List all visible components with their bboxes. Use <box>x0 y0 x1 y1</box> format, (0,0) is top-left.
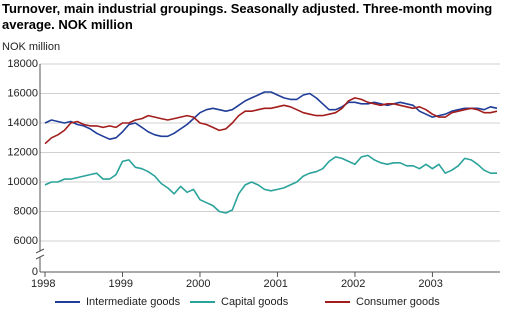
axis-break <box>35 248 45 260</box>
y-tick-label: 8000 <box>14 205 38 217</box>
x-tick-label: 2000 <box>186 278 210 290</box>
y-tick-label: 6000 <box>14 235 38 247</box>
chart-title: Turnover, main industrial groupings. Sea… <box>2 1 493 32</box>
x-tick-label: 2003 <box>418 278 442 290</box>
y-tick-label: 12000 <box>7 146 38 158</box>
legend-label: Intermediate goods <box>86 296 181 308</box>
y-tick-label: 14000 <box>7 117 38 129</box>
y-tick-label: 0 <box>32 266 38 278</box>
y-axis-label: NOK million <box>2 41 60 53</box>
x-tick-label: 2002 <box>341 278 365 290</box>
x-tick-label: 1998 <box>31 278 55 290</box>
series-line <box>44 97 498 145</box>
y-tick-label: 18000 <box>7 58 38 70</box>
x-tick-label: 2001 <box>263 278 287 290</box>
y-tick-label: 16000 <box>7 87 38 99</box>
series-line <box>44 91 498 140</box>
axis-break-gap <box>36 251 44 257</box>
y-tick-label: 10000 <box>7 176 38 188</box>
legend-label: Capital goods <box>221 296 289 308</box>
x-tick-label: 1999 <box>108 278 132 290</box>
legend-label: Consumer goods <box>356 296 440 308</box>
series-line <box>44 154 497 214</box>
